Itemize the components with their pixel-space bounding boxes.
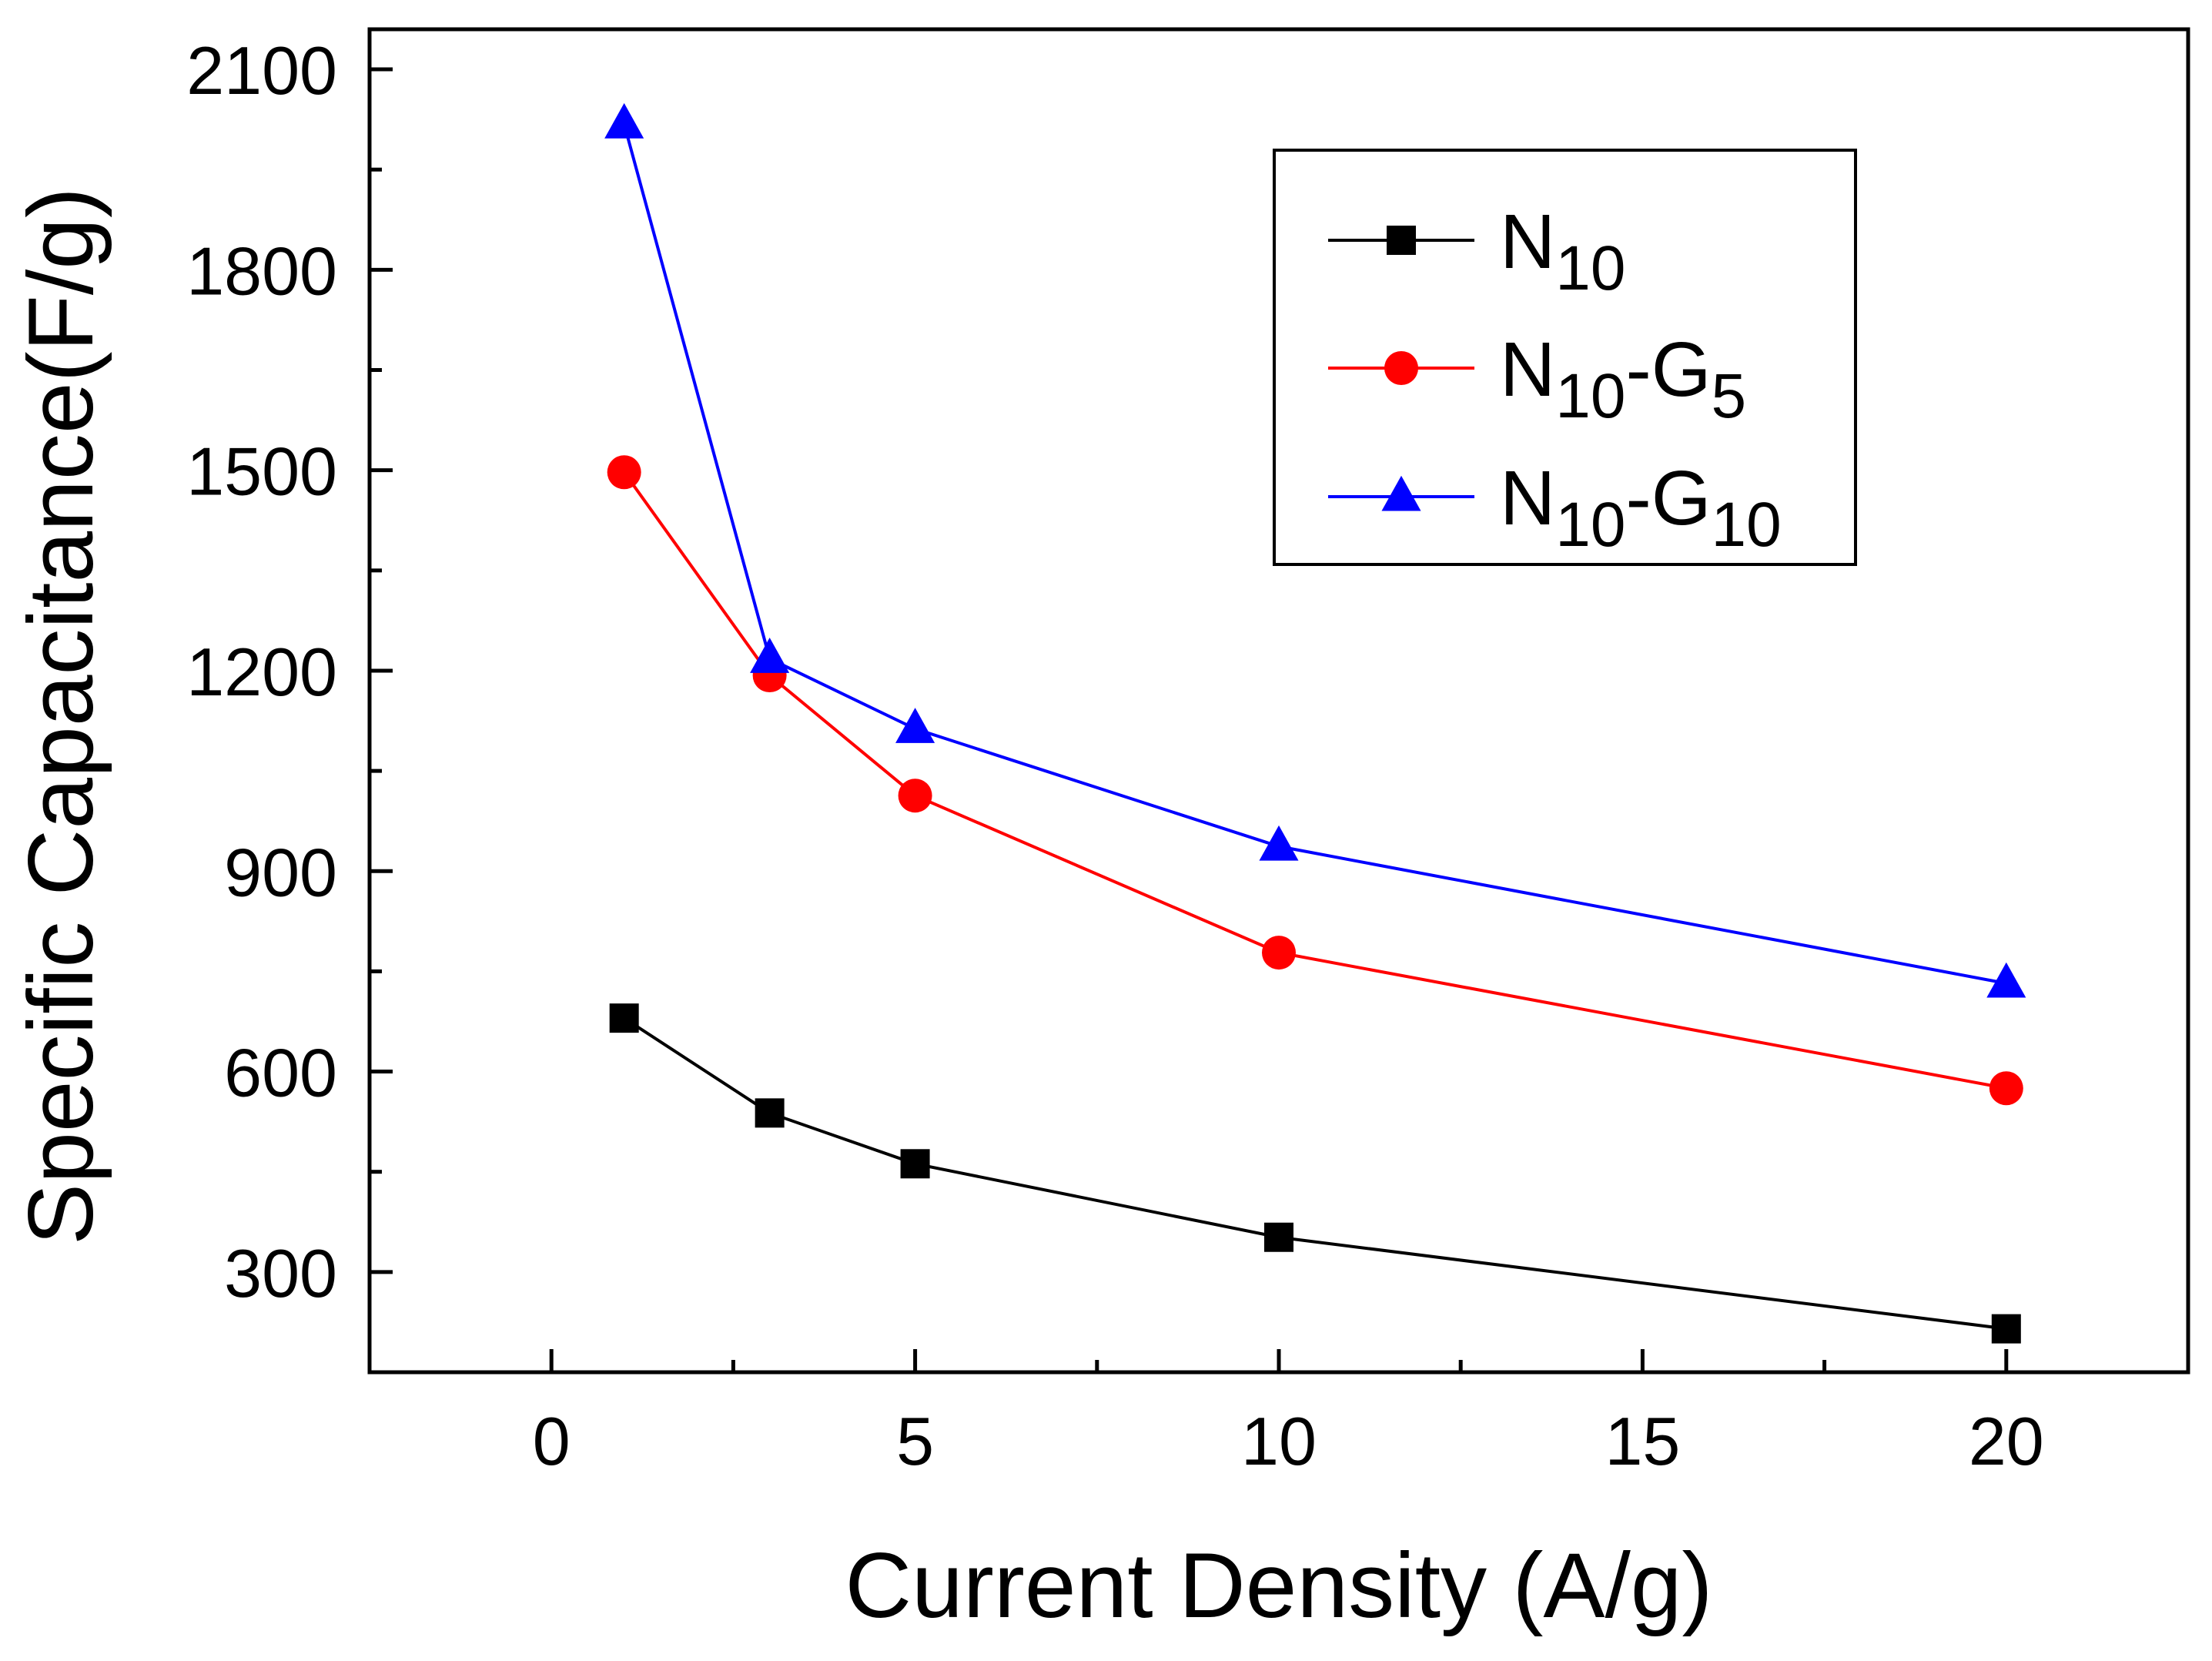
y-tick-label: 600	[224, 1035, 337, 1111]
legend-subscript: 10	[1555, 361, 1625, 431]
legend-marker	[1387, 226, 1416, 255]
data-point	[755, 1098, 785, 1128]
series-layer	[604, 102, 2026, 1344]
axes: 0 5 10 15 20 300 600 900 1200 1500 1800 2100 Current…	[9, 27, 2190, 1637]
series-line	[623, 1016, 2007, 1331]
data-point	[750, 638, 790, 673]
legend-text-part: N	[1500, 327, 1555, 413]
legend-entry: N10	[1328, 199, 1625, 303]
y-tick-label: 900	[224, 834, 337, 910]
data-point	[895, 708, 935, 743]
legend-text-part: N	[1500, 199, 1555, 285]
legend-subscript: 10	[1712, 490, 1782, 560]
data-point	[898, 779, 932, 813]
x-tick-label: 20	[1969, 1403, 2044, 1479]
series-N10	[609, 1003, 2021, 1344]
legend-text-part: -G	[1625, 455, 1711, 541]
data-point	[900, 1149, 930, 1179]
data-point	[1991, 1314, 2021, 1344]
x-tick-label: 15	[1605, 1403, 1680, 1479]
legend-label: N10-G10	[1500, 455, 1782, 560]
y-tick-label: 1800	[186, 233, 337, 309]
legend-entry: N10-G10	[1328, 455, 1782, 560]
x-tick-label: 0	[533, 1403, 571, 1479]
legend-entry: N10-G5	[1328, 327, 1746, 431]
legend-subscript: 10	[1555, 490, 1625, 560]
legend-subscript: 10	[1555, 233, 1625, 303]
data-point	[607, 455, 641, 490]
legend-marker	[1381, 475, 1421, 511]
y-tick-label: 1500	[186, 434, 337, 510]
x-tick-label: 10	[1241, 1403, 1317, 1479]
series-N10-G5	[607, 455, 2023, 1106]
data-point	[1262, 936, 1296, 970]
legend-label: N10	[1500, 199, 1625, 303]
data-point	[609, 1003, 639, 1033]
y-axis-title: Specific Capacitance(F/g)	[9, 187, 112, 1245]
series-N10-G10	[604, 102, 2026, 998]
y-tick-label: 2100	[186, 32, 337, 109]
legend-text-part: N	[1500, 455, 1555, 541]
data-point	[1986, 962, 2026, 998]
data-point	[1989, 1071, 2023, 1106]
x-axis-title: Current Density (A/g)	[845, 1534, 1713, 1637]
legend-label: N10-G5	[1500, 327, 1746, 431]
data-point	[604, 102, 644, 139]
x-tick-label: 5	[896, 1403, 934, 1479]
y-tick-label: 300	[224, 1235, 337, 1311]
legend-text-part: -G	[1625, 327, 1711, 413]
legend-subscript: 5	[1712, 361, 1747, 431]
data-point	[1259, 825, 1299, 861]
y-tick-label: 1200	[186, 634, 337, 710]
data-point	[1264, 1222, 1293, 1252]
legend-marker	[1384, 351, 1418, 385]
